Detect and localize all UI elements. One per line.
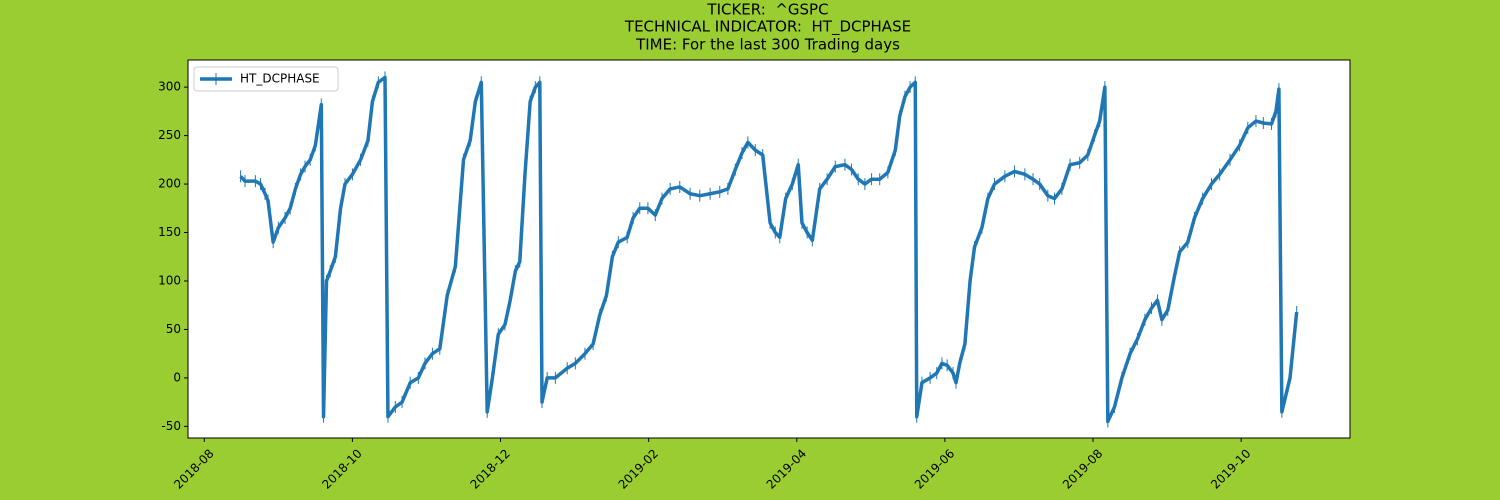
y-tick-label: 250 xyxy=(158,128,181,142)
y-tick-label: 0 xyxy=(173,370,181,384)
x-tick-label: 2018-08 xyxy=(171,446,216,491)
chart-title: TIME: For the last 300 Trading days xyxy=(635,36,900,54)
chart-title: TECHNICAL INDICATOR: HT_DCPHASE xyxy=(624,18,911,37)
legend-box xyxy=(193,66,339,92)
y-tick-label: 150 xyxy=(158,225,181,239)
y-tick-label: 300 xyxy=(158,80,181,94)
y-tick-label: 200 xyxy=(158,177,181,191)
chart-title: TICKER: ^GSPC xyxy=(706,1,828,19)
x-tick-label: 2018-12 xyxy=(468,446,513,491)
x-tick-label: 2019-10 xyxy=(1208,446,1253,491)
x-tick-label: 2019-02 xyxy=(616,446,661,491)
plot-area xyxy=(187,59,1351,439)
x-tick-label: 2018-10 xyxy=(319,446,364,491)
legend: HT_DCPHASE xyxy=(193,66,339,92)
y-tick-label: 50 xyxy=(166,322,181,336)
x-tick-label: 2019-04 xyxy=(764,446,809,491)
y-tick-label: -50 xyxy=(161,419,181,433)
y-tick-label: 100 xyxy=(158,273,181,287)
legend-label: HT_DCPHASE xyxy=(240,72,320,86)
x-tick-label: 2019-08 xyxy=(1060,446,1105,491)
x-tick-label: 2019-06 xyxy=(912,446,957,491)
